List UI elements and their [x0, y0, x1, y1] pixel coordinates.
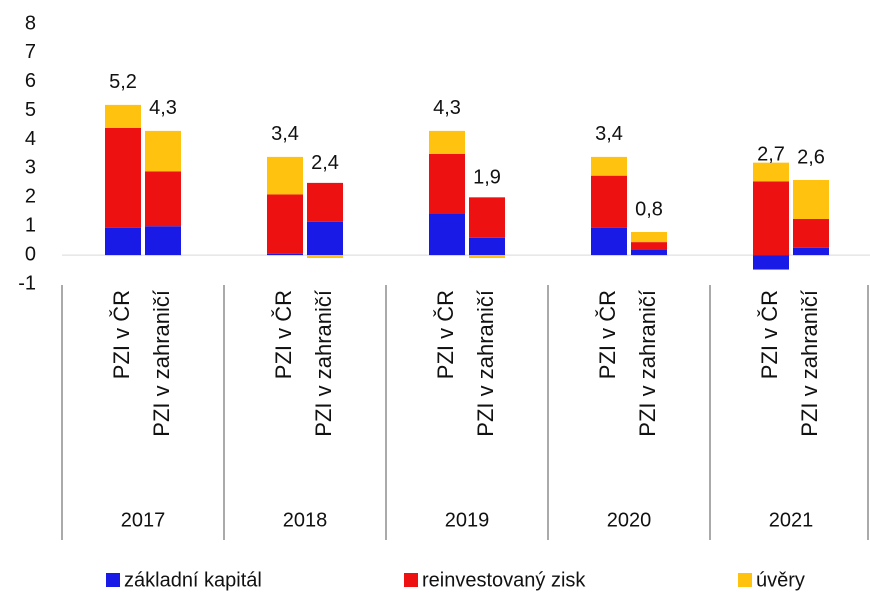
group-label: 2020 [607, 509, 652, 531]
bar-segment [307, 182, 343, 222]
x-tick-label: PZI v zahraničí [149, 290, 174, 437]
bar-segment [753, 162, 789, 182]
bar-segment [753, 255, 789, 270]
bar-segment [591, 156, 627, 176]
y-tick-label: 8 [25, 12, 36, 34]
bar-segment [753, 181, 789, 256]
legend-label: úvěry [756, 569, 805, 591]
value-label: 4,3 [433, 97, 461, 119]
bar-segment [307, 221, 343, 256]
bar-segment [145, 130, 181, 172]
x-tick-label: PZI v zahraničí [473, 290, 498, 437]
bar-segment [429, 130, 465, 154]
y-tick-label: 3 [25, 157, 36, 179]
y-tick-label: 2 [25, 186, 36, 208]
x-tick-label: PZI v ČR [757, 290, 782, 379]
y-tick-label: 0 [25, 243, 36, 265]
x-tick-label: PZI v ČR [109, 290, 134, 379]
x-tick-label: PZI v ČR [433, 290, 458, 379]
x-tick-label: PZI v zahraničí [635, 290, 660, 437]
bar-segment [429, 154, 465, 214]
x-tick-label: PZI v zahraničí [797, 290, 822, 437]
bar-segment [631, 249, 667, 256]
bar-segment [307, 255, 343, 258]
value-label: 2,4 [311, 152, 339, 174]
x-tick-label: PZI v zahraničí [311, 290, 336, 437]
legend-label: reinvestovaný zisk [422, 569, 586, 591]
group-label: 2021 [769, 509, 814, 531]
value-label: 1,9 [473, 167, 501, 189]
group-label: 2017 [121, 509, 166, 531]
y-tick-label: -1 [18, 272, 36, 294]
x-tick-label: PZI v ČR [271, 290, 296, 379]
y-tick-label: 6 [25, 70, 36, 92]
bar-segment [267, 253, 303, 256]
bar-segment [469, 255, 505, 258]
value-label: 3,4 [271, 123, 299, 145]
value-label: 5,2 [109, 71, 137, 93]
bar-segment [267, 156, 303, 195]
bar-segment [105, 104, 141, 128]
bar-segment [793, 219, 829, 248]
bar-segment [631, 242, 667, 250]
y-tick-label: 7 [25, 41, 36, 63]
value-label: 0,8 [635, 198, 663, 220]
bar-segment [429, 213, 465, 256]
bar-segment [145, 171, 181, 227]
value-label: 2,7 [757, 143, 785, 165]
bar-segment [105, 227, 141, 256]
bar-segment [591, 227, 627, 256]
bar-segment [631, 232, 667, 243]
legend-swatch [404, 573, 418, 587]
value-label: 2,6 [797, 146, 825, 168]
value-label: 4,3 [149, 97, 177, 119]
x-tick-label: PZI v ČR [595, 290, 620, 379]
bar-segment [145, 226, 181, 256]
bar-segment [469, 237, 505, 256]
legend-swatch [106, 573, 120, 587]
legend-label: základní kapitál [124, 569, 262, 591]
bar-segment [591, 175, 627, 228]
y-tick-label: 1 [25, 215, 36, 237]
bar-segment [793, 247, 829, 256]
y-tick-label: 5 [25, 99, 36, 121]
legend-swatch [738, 573, 752, 587]
group-label: 2018 [283, 509, 328, 531]
bar-segment [267, 194, 303, 254]
value-label: 3,4 [595, 123, 623, 145]
bar-segment [105, 128, 141, 228]
group-label: 2019 [445, 509, 490, 531]
bar-segment [469, 197, 505, 238]
bar-segment [793, 180, 829, 219]
y-tick-label: 4 [25, 128, 36, 150]
